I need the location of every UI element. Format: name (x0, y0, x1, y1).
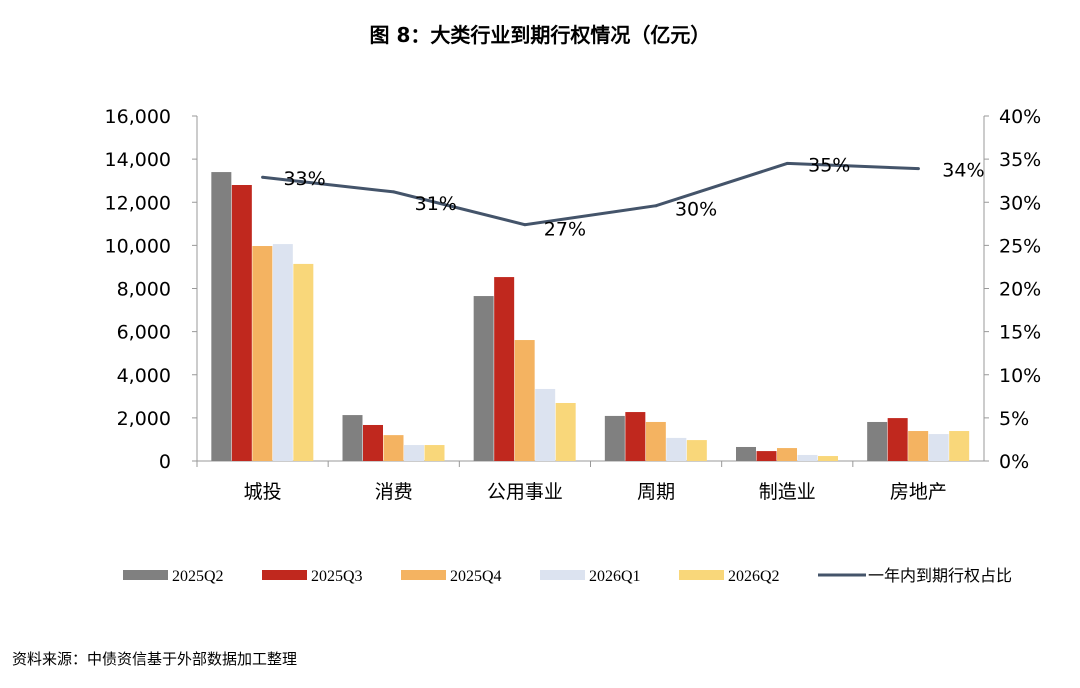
x-tick-label: 制造业 (759, 481, 816, 503)
line-data-label: 31% (415, 193, 457, 215)
y-tick-label: 16,000 (105, 106, 171, 128)
legend-swatch (401, 570, 446, 580)
bar-2026Q2 (818, 456, 838, 461)
source-note: 资料来源：中债资信基于外部数据加工整理 (12, 650, 297, 668)
legend-label: 2025Q2 (172, 568, 224, 585)
bar-2025Q3 (231, 185, 252, 461)
y-tick-label: 8,000 (117, 279, 171, 301)
y2-tick-label: 40% (999, 106, 1041, 128)
bar-2025Q2 (211, 172, 232, 461)
y2-tick-label: 20% (999, 279, 1041, 301)
bar-2026Q1 (272, 244, 293, 461)
x-tick-label: 周期 (637, 481, 675, 503)
bar-2026Q2 (555, 402, 576, 461)
y2-tick-label: 35% (999, 149, 1041, 171)
y-tick-label: 0 (159, 451, 171, 473)
bar-2025Q3 (887, 418, 908, 461)
bar-2025Q4 (777, 448, 797, 461)
legend-label: 2026Q2 (728, 568, 780, 585)
bar-2025Q3 (625, 412, 646, 461)
bar-2025Q4 (252, 246, 273, 461)
bar-2026Q1 (666, 437, 687, 461)
bar-2026Q2 (293, 263, 314, 461)
y2-tick-label: 0% (999, 451, 1029, 473)
y2-tick-label: 10% (999, 365, 1041, 387)
bar-2026Q2 (949, 431, 970, 461)
y2-tick-label: 15% (999, 322, 1041, 344)
bar-2026Q1 (404, 445, 424, 461)
legend-label: 2025Q4 (450, 568, 502, 585)
y-tick-label: 12,000 (105, 192, 171, 214)
y2-tick-label: 30% (999, 192, 1041, 214)
bar-2025Q2 (473, 296, 494, 461)
bar-2026Q1 (928, 434, 949, 461)
line-point (523, 223, 527, 227)
bar-2025Q3 (494, 277, 515, 461)
x-tick-label: 房地产 (890, 481, 947, 503)
line-series (262, 161, 919, 227)
bar-2026Q1 (535, 388, 556, 461)
line-data-label: 30% (675, 199, 717, 221)
bar-2025Q2 (604, 415, 625, 461)
legend-swatch (262, 570, 307, 580)
line-point (392, 190, 396, 194)
legend-label: 2026Q1 (589, 568, 641, 585)
line-data-label: 34% (942, 160, 984, 182)
legend-label: 2025Q3 (311, 568, 363, 585)
bar-2026Q1 (797, 454, 818, 461)
line-data-label: 27% (544, 219, 586, 241)
chart-title: 图 8：大类行业到期行权情况（亿元） (370, 23, 711, 47)
x-tick-label: 城投 (244, 481, 282, 503)
line-point (916, 167, 920, 171)
bar-2025Q4 (645, 421, 666, 461)
line-point (785, 161, 789, 165)
legend-label: 一年内到期行权占比 (868, 566, 1012, 585)
legend-swatch (123, 570, 168, 580)
x-tick-label: 公用事业 (487, 481, 563, 503)
y-tick-label: 4,000 (117, 365, 171, 387)
y-tick-label: 2,000 (117, 408, 171, 430)
y2-tick-label: 5% (999, 408, 1029, 430)
bar-2025Q2 (342, 415, 363, 461)
bar-2025Q2 (736, 446, 756, 461)
bar-2025Q4 (383, 435, 404, 461)
line-data-label: 35% (808, 154, 850, 176)
line-point (654, 204, 658, 208)
x-tick-label: 消费 (375, 481, 413, 503)
legend-swatch (540, 570, 585, 580)
line-data-label: 33% (283, 168, 325, 190)
bar-2025Q4 (514, 340, 535, 461)
bar-2025Q3 (756, 451, 777, 461)
legend-swatch (679, 570, 724, 580)
y-tick-label: 14,000 (105, 149, 171, 171)
bar-2025Q4 (908, 431, 929, 461)
bar-2026Q2 (686, 440, 707, 461)
y-tick-label: 6,000 (117, 322, 171, 344)
line-point (261, 175, 265, 179)
bar-2026Q2 (424, 445, 445, 461)
bar-2025Q3 (363, 424, 383, 461)
y-tick-label: 10,000 (105, 235, 171, 257)
y2-tick-label: 25% (999, 235, 1041, 257)
bar-2025Q2 (867, 421, 888, 461)
